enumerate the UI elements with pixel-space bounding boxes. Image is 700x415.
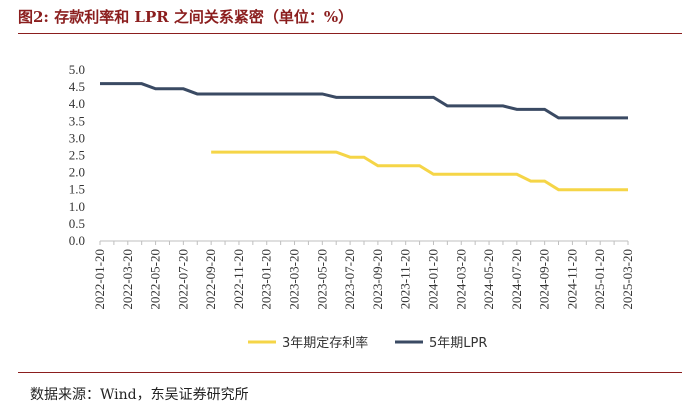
y-tick-label: 2.0: [69, 165, 85, 180]
x-tick-label: 2022-05-20: [148, 249, 163, 310]
footer-rule: [18, 372, 682, 373]
series-line-0: [211, 150, 628, 192]
title-rule: [18, 33, 682, 34]
x-tick-label: 2022-09-20: [203, 249, 218, 310]
x-tick-label: 2022-07-20: [175, 249, 190, 310]
x-axis: 2022-01-20 2022-03-20 2022-05-20 2022-07-20…: [92, 240, 635, 310]
y-tick-label: 0.0: [69, 233, 85, 248]
x-tick-label: 2024-03-20: [453, 249, 468, 310]
y-tick-label: 0.5: [69, 216, 85, 231]
x-tick-label: 2022-11-20: [231, 249, 246, 309]
y-tick-label: 5.0: [69, 62, 85, 77]
x-tick-label: 2022-01-20: [92, 249, 107, 310]
legend: 3年期定存利率 5年期LPR: [248, 335, 487, 351]
x-tick-label: 2025-03-20: [620, 249, 635, 310]
y-tick-label: 1.5: [69, 182, 85, 197]
source-note: 数据来源：Wind，东吴证券研究所: [30, 387, 249, 403]
x-tick-label: 2023-09-20: [370, 249, 385, 310]
x-tick-label: 2024-09-20: [537, 249, 552, 310]
x-tick-label: 2022-03-20: [120, 249, 135, 310]
x-tick-label: 2024-07-20: [509, 249, 524, 310]
x-tick-label: 2023-05-20: [314, 249, 329, 310]
x-tick-label: 2023-03-20: [287, 249, 302, 310]
y-tick-label: 3.0: [69, 130, 85, 145]
line-chart: 0.0 0.5 1.0 1.5 2.0 2.5 3.0 3.5 4.0 4.5 5.0 2022-0…: [69, 62, 635, 351]
y-axis: 0.0 0.5 1.0 1.5 2.0 2.5 3.0 3.5 4.0 4.5 5.0: [69, 62, 85, 248]
x-tick-label: 2023-11-20: [398, 249, 413, 309]
x-tick-label: 2023-07-20: [342, 249, 357, 310]
legend-label: 5年期LPR: [429, 336, 487, 351]
x-tick-label: 2023-01-20: [259, 249, 274, 310]
y-tick-label: 3.5: [69, 113, 85, 128]
x-tick-label: 2024-11-20: [564, 249, 579, 309]
x-tick-label: 2024-05-20: [481, 249, 496, 310]
y-tick-label: 4.0: [69, 96, 85, 111]
y-tick-label: 2.5: [69, 148, 85, 163]
x-tick-label: 2025-01-20: [592, 249, 607, 310]
y-tick-label: 1.0: [69, 199, 85, 214]
series-group: [100, 82, 628, 192]
figure-title: 图2: 存款利率和 LPR 之间关系紧密（单位：%）: [18, 8, 354, 26]
x-tick-label: 2024-01-20: [425, 249, 440, 310]
series-line-1: [100, 82, 628, 120]
y-tick-label: 4.5: [69, 79, 85, 94]
legend-label: 3年期定存利率: [282, 335, 368, 351]
